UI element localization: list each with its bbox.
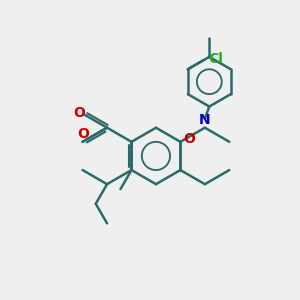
Text: N: N — [198, 113, 210, 127]
Text: O: O — [77, 127, 89, 140]
Text: O: O — [74, 106, 85, 120]
Text: O: O — [183, 132, 195, 146]
Text: Cl: Cl — [208, 52, 223, 66]
